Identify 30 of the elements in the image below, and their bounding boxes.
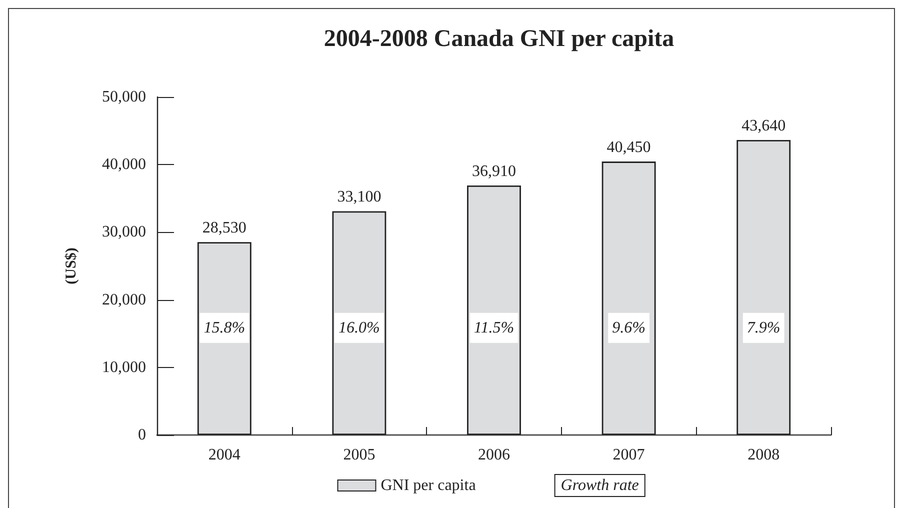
y-tick-label: 20,000 [102,291,146,308]
y-tick-label: 30,000 [102,224,146,241]
chart-title: 2004-2008 Canada GNI per capita [324,26,674,52]
annotation: 9.6% [612,319,646,336]
y-axis-title: (US$) [64,248,80,284]
x-tick-label: 2007 [612,446,645,464]
x-tick-label: 2006 [478,446,510,464]
y-tick-label: 40,000 [102,156,146,174]
data-label: 33,100 [337,188,382,206]
bar [736,140,791,435]
bar [467,185,521,435]
annotation: 7.9% [746,319,780,336]
annotation: 11.5% [474,319,514,336]
data-label: 40,450 [606,139,651,156]
data-label: 28,530 [202,220,246,237]
data-label: 36,910 [472,162,516,180]
y-tick-label: 0 [138,426,146,444]
annotation: 16.0% [338,319,380,336]
x-tick-label: 2008 [748,446,780,464]
data-label: 43,640 [742,117,786,134]
x-tick-label: 2005 [343,446,376,464]
annotation: 15.8% [204,319,246,336]
bar [332,211,386,435]
bar [602,162,656,435]
text: Growth rate [560,477,639,494]
bar [197,242,252,435]
y-tick-label: 10,000 [102,358,146,376]
y-tick-label: 50,000 [102,88,146,106]
x-tick-label: 2004 [208,446,240,464]
legend-label: GNI per capita [380,477,476,494]
